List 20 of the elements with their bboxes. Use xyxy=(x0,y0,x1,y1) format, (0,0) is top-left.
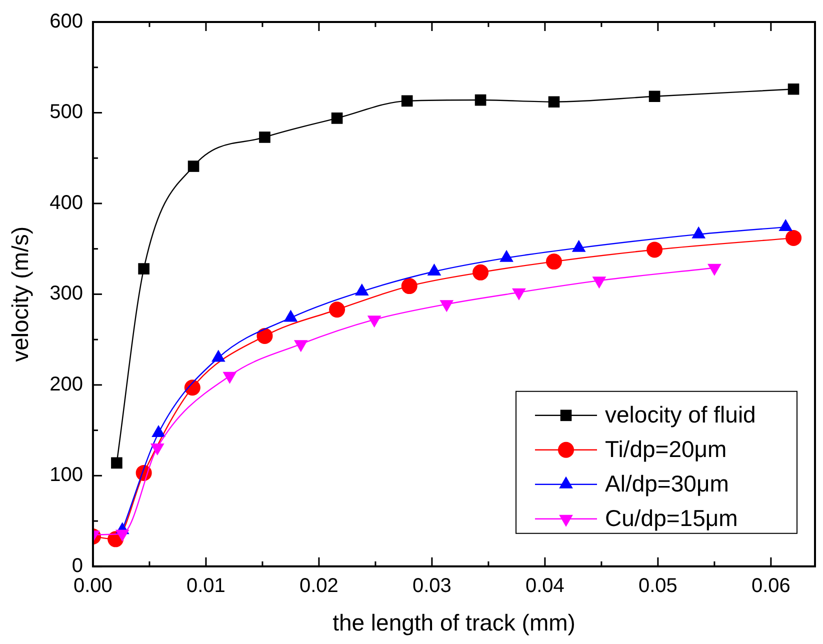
legend-label: velocity of fluid xyxy=(605,402,756,428)
y-axis-title: velocity (m/s) xyxy=(7,226,34,362)
y-tick-label: 500 xyxy=(50,101,83,124)
y-tick-label: 300 xyxy=(50,282,83,305)
x-tick-label: 0.03 xyxy=(412,574,452,597)
x-tick-label: 0.01 xyxy=(186,574,226,597)
x-axis-title: the length of track (mm) xyxy=(332,610,576,636)
y-tick-label: 100 xyxy=(50,464,83,486)
legend-label: Al/dp=30μm xyxy=(605,470,729,497)
legend-label: Cu/dp=15μm xyxy=(605,505,738,532)
y-tick-label: 400 xyxy=(50,192,83,214)
y-tick-label: 0 xyxy=(72,554,83,577)
y-tick-label: 600 xyxy=(50,10,83,33)
legend-label: Ti/dp=20μm xyxy=(605,436,727,462)
x-tick-label: 0.04 xyxy=(525,574,564,597)
y-tick-label: 200 xyxy=(50,373,83,396)
x-tick-label: 0.00 xyxy=(74,574,112,597)
x-tick-label: 0.02 xyxy=(299,574,338,597)
x-tick-label: 0.06 xyxy=(751,574,790,597)
x-tick-label: 0.05 xyxy=(638,574,678,597)
